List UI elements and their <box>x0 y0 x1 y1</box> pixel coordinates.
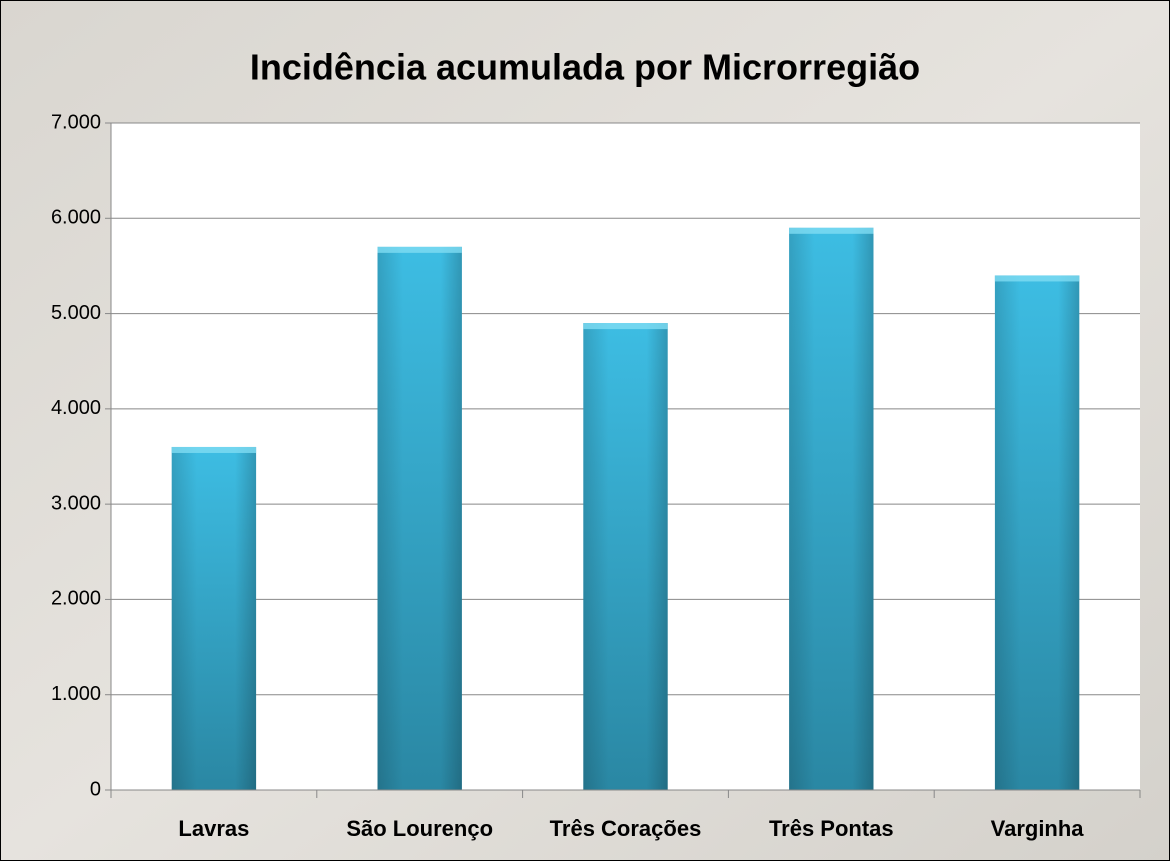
bar-cap <box>377 246 462 253</box>
bar-shade <box>789 227 874 791</box>
y-tick-label: 3.000 <box>51 492 101 514</box>
bar-cap <box>994 275 1080 282</box>
chart-title: Incidência acumulada por Microrregião <box>250 47 920 88</box>
bar-shade <box>994 275 1080 790</box>
y-tick-label: 4.000 <box>51 397 101 419</box>
bar-cap <box>171 446 257 453</box>
x-tick-label: Varginha <box>991 816 1085 841</box>
x-tick-label: Três Pontas <box>769 816 894 841</box>
y-tick-label: 0 <box>90 778 101 800</box>
y-tick-label: 2.000 <box>51 588 101 610</box>
x-tick-label: São Lourenço <box>346 816 493 841</box>
x-tick-label: Lavras <box>178 816 249 841</box>
bar-shade <box>583 323 668 790</box>
x-tick-label: Três Corações <box>550 816 702 841</box>
bar-shade <box>377 246 462 790</box>
y-tick-label: 7.000 <box>51 111 101 133</box>
y-tick-label: 5.000 <box>51 302 101 324</box>
bar-shade <box>171 446 257 790</box>
y-tick-label: 6.000 <box>51 207 101 229</box>
bar-cap <box>789 227 874 234</box>
y-tick-label: 1.000 <box>51 683 101 705</box>
bar-cap <box>583 323 668 330</box>
